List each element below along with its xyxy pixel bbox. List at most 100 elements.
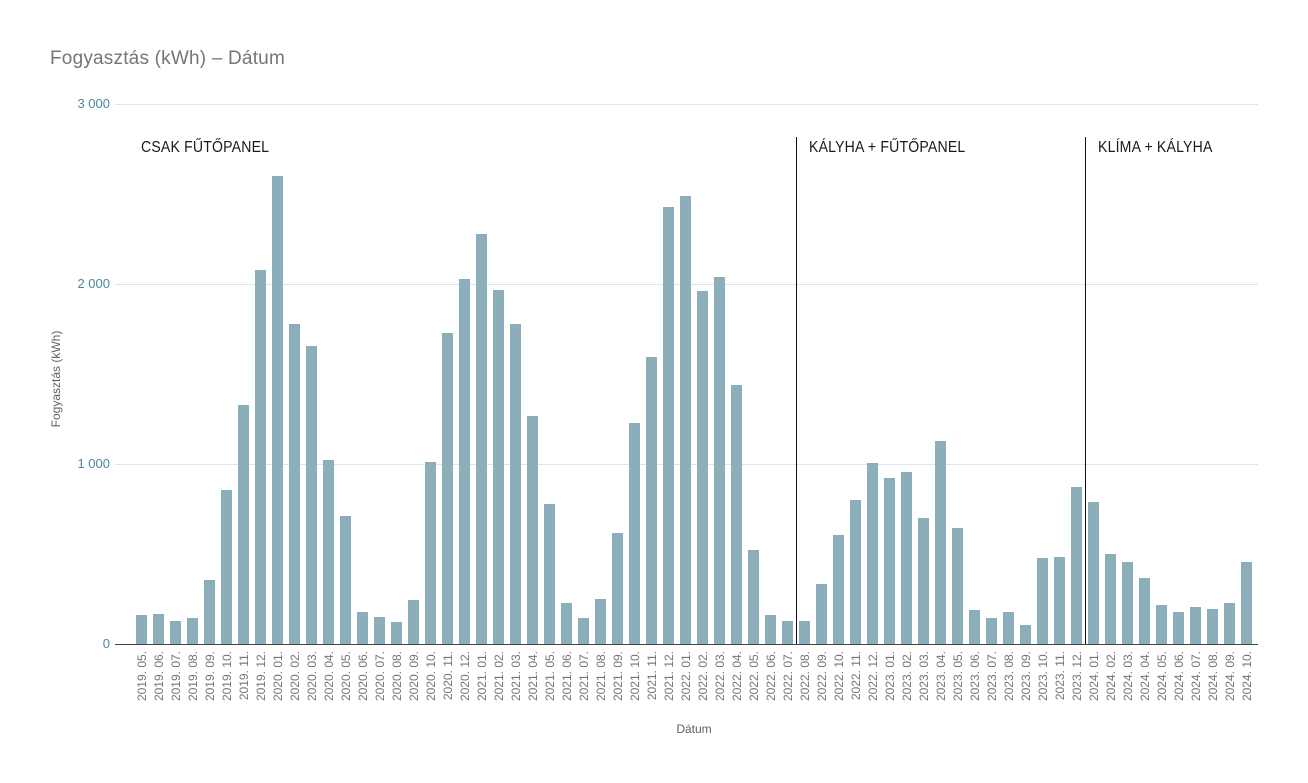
bar-2022-01[interactable] bbox=[680, 196, 691, 644]
bar-2020-07[interactable] bbox=[374, 617, 385, 644]
x-tick-label: 2021. 10. bbox=[627, 651, 642, 702]
bar-2020-09[interactable] bbox=[408, 600, 419, 644]
x-tick-label: 2022. 07. bbox=[780, 651, 795, 702]
bar-2021-11[interactable] bbox=[646, 357, 657, 644]
x-tick-label: 2023. 12. bbox=[1069, 651, 1084, 702]
bar-2021-06[interactable] bbox=[561, 603, 572, 644]
x-tick-label: 2023. 05. bbox=[950, 651, 965, 702]
x-tick-label: 2020. 06. bbox=[355, 651, 370, 702]
bar-2022-10[interactable] bbox=[833, 535, 844, 644]
bar-2023-07[interactable] bbox=[986, 618, 997, 644]
x-tick-label: 2020. 12. bbox=[457, 651, 472, 702]
bar-2023-09[interactable] bbox=[1020, 625, 1031, 644]
x-tick-label: 2023. 10. bbox=[1035, 651, 1050, 702]
bar-2020-10[interactable] bbox=[425, 462, 436, 644]
bar-2020-12[interactable] bbox=[459, 279, 470, 644]
bar-2023-10[interactable] bbox=[1037, 558, 1048, 644]
bar-2021-03[interactable] bbox=[510, 324, 521, 644]
bar-2020-06[interactable] bbox=[357, 612, 368, 644]
x-tick-label: 2020. 01. bbox=[270, 651, 285, 702]
bar-2021-10[interactable] bbox=[629, 423, 640, 644]
bar-2021-01[interactable] bbox=[476, 234, 487, 644]
bar-2023-12[interactable] bbox=[1071, 487, 1082, 644]
bar-2024-02[interactable] bbox=[1105, 554, 1116, 644]
bar-2022-06[interactable] bbox=[765, 615, 776, 644]
bar-2022-08[interactable] bbox=[799, 621, 810, 644]
bar-2022-07[interactable] bbox=[782, 621, 793, 644]
bar-2019-08[interactable] bbox=[187, 618, 198, 644]
x-tick-label: 2021. 12. bbox=[661, 651, 676, 702]
bar-2021-12[interactable] bbox=[663, 207, 674, 644]
bar-2024-06[interactable] bbox=[1173, 612, 1184, 644]
x-tick-label: 2024. 01. bbox=[1086, 651, 1101, 702]
x-tick-label: 2022. 06. bbox=[763, 651, 778, 702]
bar-2022-11[interactable] bbox=[850, 500, 861, 644]
bar-2020-03[interactable] bbox=[306, 346, 317, 644]
bar-2023-05[interactable] bbox=[952, 528, 963, 644]
bar-2024-03[interactable] bbox=[1122, 562, 1133, 644]
bar-2019-10[interactable] bbox=[221, 490, 232, 644]
x-tick-label: 2019. 09. bbox=[202, 651, 217, 702]
bar-2021-09[interactable] bbox=[612, 533, 623, 644]
x-tick-label: 2023. 06. bbox=[967, 651, 982, 702]
bar-2022-12[interactable] bbox=[867, 463, 878, 644]
bar-2019-06[interactable] bbox=[153, 614, 164, 644]
bar-2023-02[interactable] bbox=[901, 472, 912, 644]
bar-2023-03[interactable] bbox=[918, 518, 929, 644]
bar-2021-07[interactable] bbox=[578, 618, 589, 644]
bar-2020-05[interactable] bbox=[340, 516, 351, 644]
bar-2021-04[interactable] bbox=[527, 416, 538, 644]
x-tick-label: 2022. 01. bbox=[678, 651, 693, 702]
bar-2023-06[interactable] bbox=[969, 610, 980, 644]
bar-2022-02[interactable] bbox=[697, 291, 708, 644]
bar-2020-04[interactable] bbox=[323, 460, 334, 644]
bar-2019-12[interactable] bbox=[255, 270, 266, 644]
bar-2019-05[interactable] bbox=[136, 615, 147, 644]
y-axis-title: Fogyasztás (kWh) bbox=[49, 330, 63, 428]
x-tick-label: 2019. 05. bbox=[134, 651, 149, 702]
bar-2023-04[interactable] bbox=[935, 441, 946, 644]
bar-2024-10[interactable] bbox=[1241, 562, 1252, 644]
bar-2022-09[interactable] bbox=[816, 584, 827, 644]
x-tick-label: 2022. 11. bbox=[848, 651, 863, 701]
bar-2020-01[interactable] bbox=[272, 176, 283, 644]
x-tick-label: 2021. 07. bbox=[576, 651, 591, 702]
x-tick-label: 2023. 08. bbox=[1001, 651, 1016, 702]
x-tick-label: 2021. 02. bbox=[491, 651, 506, 702]
bar-2024-04[interactable] bbox=[1139, 578, 1150, 644]
bar-2022-03[interactable] bbox=[714, 277, 725, 644]
bar-2021-05[interactable] bbox=[544, 504, 555, 644]
bar-2020-11[interactable] bbox=[442, 333, 453, 644]
x-tick-label: 2023. 02. bbox=[899, 651, 914, 702]
bar-2023-08[interactable] bbox=[1003, 612, 1014, 644]
x-tick-label: 2023. 01. bbox=[882, 651, 897, 702]
bar-2019-07[interactable] bbox=[170, 621, 181, 644]
x-tick-label: 2022. 02. bbox=[695, 651, 710, 702]
bar-2024-05[interactable] bbox=[1156, 605, 1167, 644]
bar-2019-11[interactable] bbox=[238, 405, 249, 644]
bar-2022-05[interactable] bbox=[748, 550, 759, 644]
bar-2021-08[interactable] bbox=[595, 599, 606, 644]
bar-2022-04[interactable] bbox=[731, 385, 742, 644]
bar-2023-11[interactable] bbox=[1054, 557, 1065, 644]
x-tick-label: 2019. 06. bbox=[151, 651, 166, 702]
bar-2024-01[interactable] bbox=[1088, 502, 1099, 644]
bar-2024-07[interactable] bbox=[1190, 607, 1201, 644]
bar-2023-01[interactable] bbox=[884, 478, 895, 644]
x-tick-label: 2024. 07. bbox=[1188, 651, 1203, 702]
x-tick-label: 2020. 10. bbox=[423, 651, 438, 702]
bar-2019-09[interactable] bbox=[204, 580, 215, 644]
x-tick-label: 2022. 10. bbox=[831, 651, 846, 702]
bar-2024-08[interactable] bbox=[1207, 609, 1218, 644]
x-tick-label: 2020. 11. bbox=[440, 651, 455, 701]
x-tick-label: 2024. 10. bbox=[1239, 651, 1254, 702]
y-tick-label: 3 000 bbox=[77, 96, 110, 111]
bar-2020-02[interactable] bbox=[289, 324, 300, 644]
bar-2021-02[interactable] bbox=[493, 290, 504, 644]
x-tick-label: 2020. 07. bbox=[372, 651, 387, 702]
bar-2020-08[interactable] bbox=[391, 622, 402, 644]
x-tick-label: 2021. 06. bbox=[559, 651, 574, 702]
x-tick-label: 2021. 01. bbox=[474, 651, 489, 702]
x-tick-label: 2019. 08. bbox=[185, 651, 200, 702]
bar-2024-09[interactable] bbox=[1224, 603, 1235, 644]
